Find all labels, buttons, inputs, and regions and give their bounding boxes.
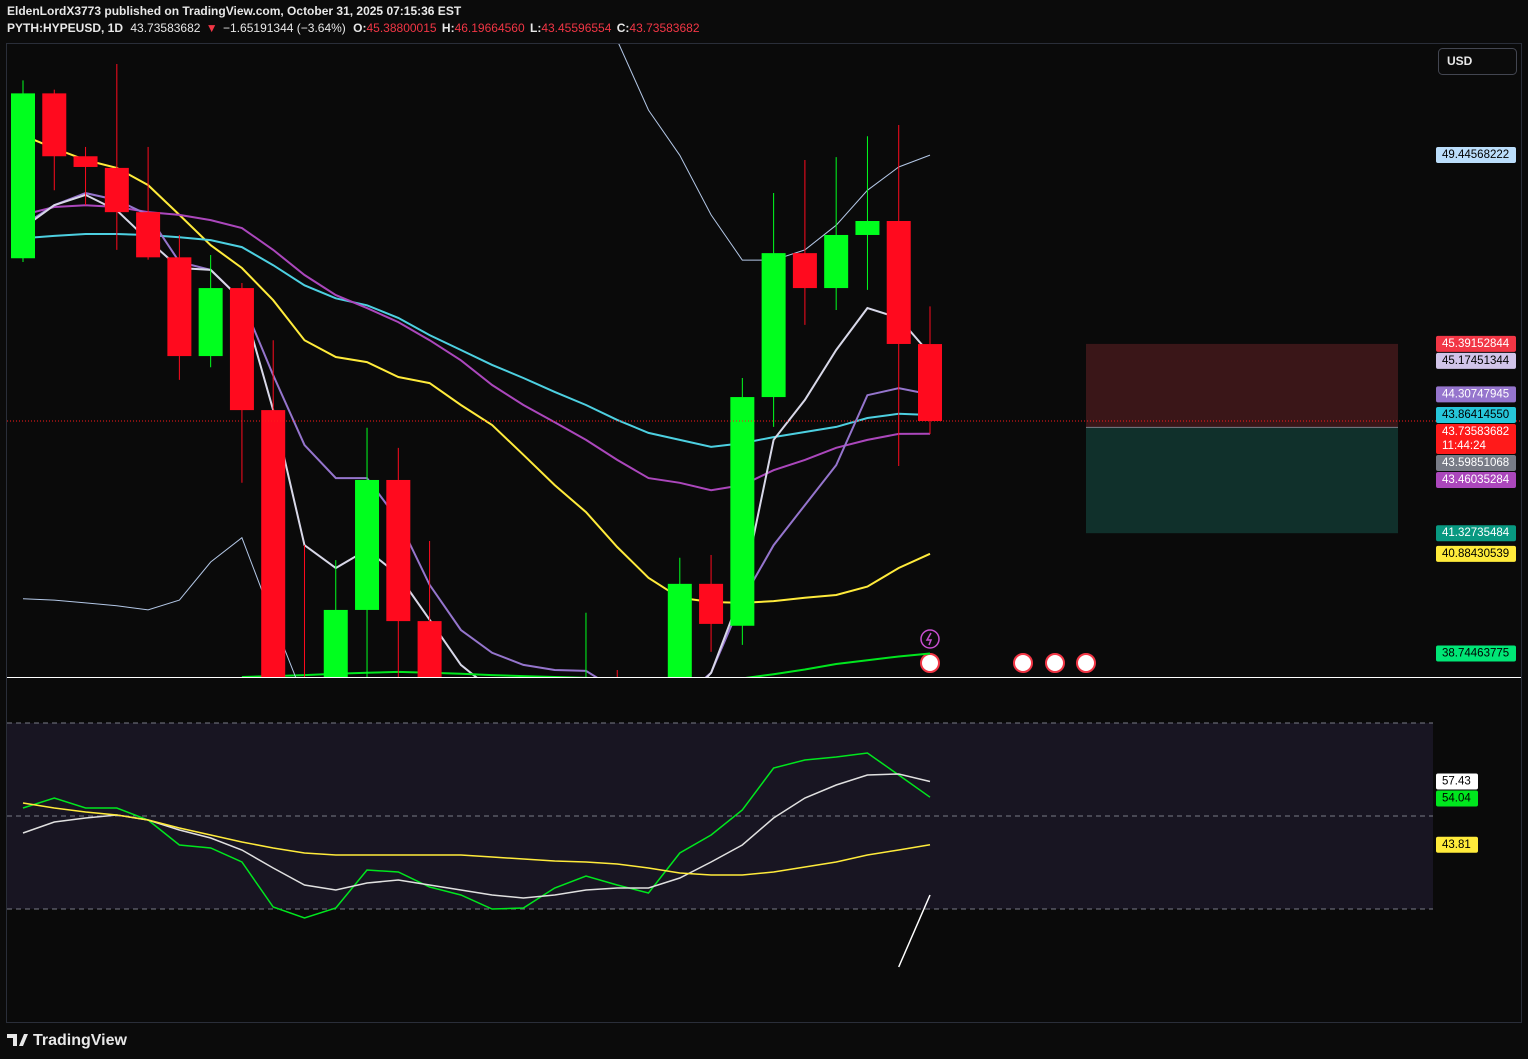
candle-body (699, 583, 724, 624)
price-label-box (1436, 545, 1516, 562)
price-label: 44.30747945 (1442, 388, 1509, 400)
event-icon[interactable] (1013, 653, 1033, 673)
price-pane (11, 44, 1398, 677)
price-label: 40.88430539 (1442, 548, 1509, 560)
price-label: 43.59851068 (1442, 457, 1509, 469)
change: −1.65191344 (−3.64%) (223, 21, 346, 35)
indicator-line (22, 752, 931, 919)
header-line: PYTH:HYPEUSD, 1D 43.73583682 ▼ −1.651913… (7, 21, 700, 35)
candle-body (386, 479, 411, 622)
price-label-box (1436, 352, 1516, 369)
candle-body (198, 288, 223, 357)
ohlc-key: O: (353, 21, 366, 35)
candle-body (824, 234, 849, 289)
oscillator-label: 57.43 (1442, 775, 1471, 787)
candle-body (792, 253, 817, 289)
candle-body (886, 220, 911, 344)
ohlc-key: L: (530, 21, 541, 35)
price-label: 49.44568222 (1442, 149, 1509, 161)
candle-body (730, 397, 755, 626)
currency-button[interactable]: USD (1438, 48, 1517, 75)
ohlc-value: 46.19664560 (455, 21, 525, 35)
button-frame (1438, 48, 1517, 75)
oscillator-label-box (1436, 790, 1478, 807)
price-label: 38.74463775 (1442, 648, 1509, 660)
indicator-line (22, 802, 931, 876)
indicator-line (22, 134, 931, 604)
candle-body (323, 609, 348, 677)
price-label: 43.86414550 (1442, 409, 1509, 421)
candle-body (167, 257, 192, 357)
author-line: EldenLordX3773 published on TradingView.… (7, 4, 462, 18)
price-label-box (1436, 645, 1516, 662)
candle-body (104, 167, 129, 213)
flag-icons (920, 653, 1096, 673)
event-glyph (925, 632, 933, 646)
candle-body (667, 583, 692, 677)
ohlc-key: H: (442, 21, 455, 35)
price-label: 45.17451344 (1442, 355, 1510, 367)
candle-body (229, 288, 254, 411)
candle-body (918, 344, 942, 422)
change-arrow: ▼ (206, 21, 218, 35)
price-label-box (1436, 386, 1516, 403)
indicator-line (22, 233, 931, 448)
candle-body (11, 93, 35, 259)
oscillator-label-box (1436, 836, 1478, 853)
price-label-box (1436, 147, 1516, 164)
brand-logo (7, 1034, 28, 1046)
event-icon[interactable] (1076, 653, 1096, 673)
price-label-box (1436, 525, 1516, 542)
price-label: 43.73583682 (1442, 426, 1509, 438)
brand-name: TradingView (33, 1032, 128, 1049)
oscillator-label: 43.81 (1442, 839, 1471, 851)
candle-body (761, 253, 786, 398)
price-label: 43.46035284 (1442, 474, 1510, 486)
candle-body (42, 93, 67, 157)
oscillator-pane (7, 722, 1433, 968)
button-label: USD (1447, 54, 1473, 68)
candle-body (261, 410, 286, 677)
price-label-box (1436, 424, 1516, 455)
oscillator-label-box (1436, 773, 1478, 790)
indicator-line (241, 652, 931, 677)
price-label: 45.39152844 (1442, 338, 1510, 350)
indicator-line (898, 894, 931, 968)
candle-body (855, 220, 880, 235)
position-target-zone (1086, 427, 1398, 534)
price-label: 41.32735484 (1442, 527, 1510, 539)
event-icons (920, 629, 1096, 673)
candle-body (73, 156, 98, 167)
event-icon[interactable] (920, 629, 940, 649)
brand: TradingView (7, 1032, 128, 1049)
indicator-line (22, 204, 931, 492)
symbol: PYTH:HYPEUSD, 1D (7, 21, 123, 35)
event-icon[interactable] (1045, 653, 1065, 673)
candle-body (417, 621, 442, 677)
price-countdown: 11:44:24 (1442, 440, 1487, 452)
candle-body (136, 212, 161, 258)
price-label-box (1436, 407, 1516, 424)
price-label-box (1436, 455, 1516, 472)
event-icon[interactable] (920, 653, 940, 673)
price-label-box (1436, 335, 1516, 352)
indicator-line (22, 536, 297, 677)
position-stop-zone (1086, 343, 1398, 428)
indicator-line (22, 773, 931, 899)
candle-body (355, 479, 380, 610)
ohlc-value: 45.38800015 (366, 21, 436, 35)
indicator-line (22, 192, 931, 677)
ohlc-value: 43.45596554 (541, 21, 611, 35)
price-label-box (1436, 472, 1516, 489)
ohlc-value: 43.73583682 (629, 21, 699, 35)
last-price: 43.73583682 (130, 21, 200, 35)
oscillator-label: 54.04 (1442, 792, 1471, 804)
ohlc-key: C: (617, 21, 630, 35)
